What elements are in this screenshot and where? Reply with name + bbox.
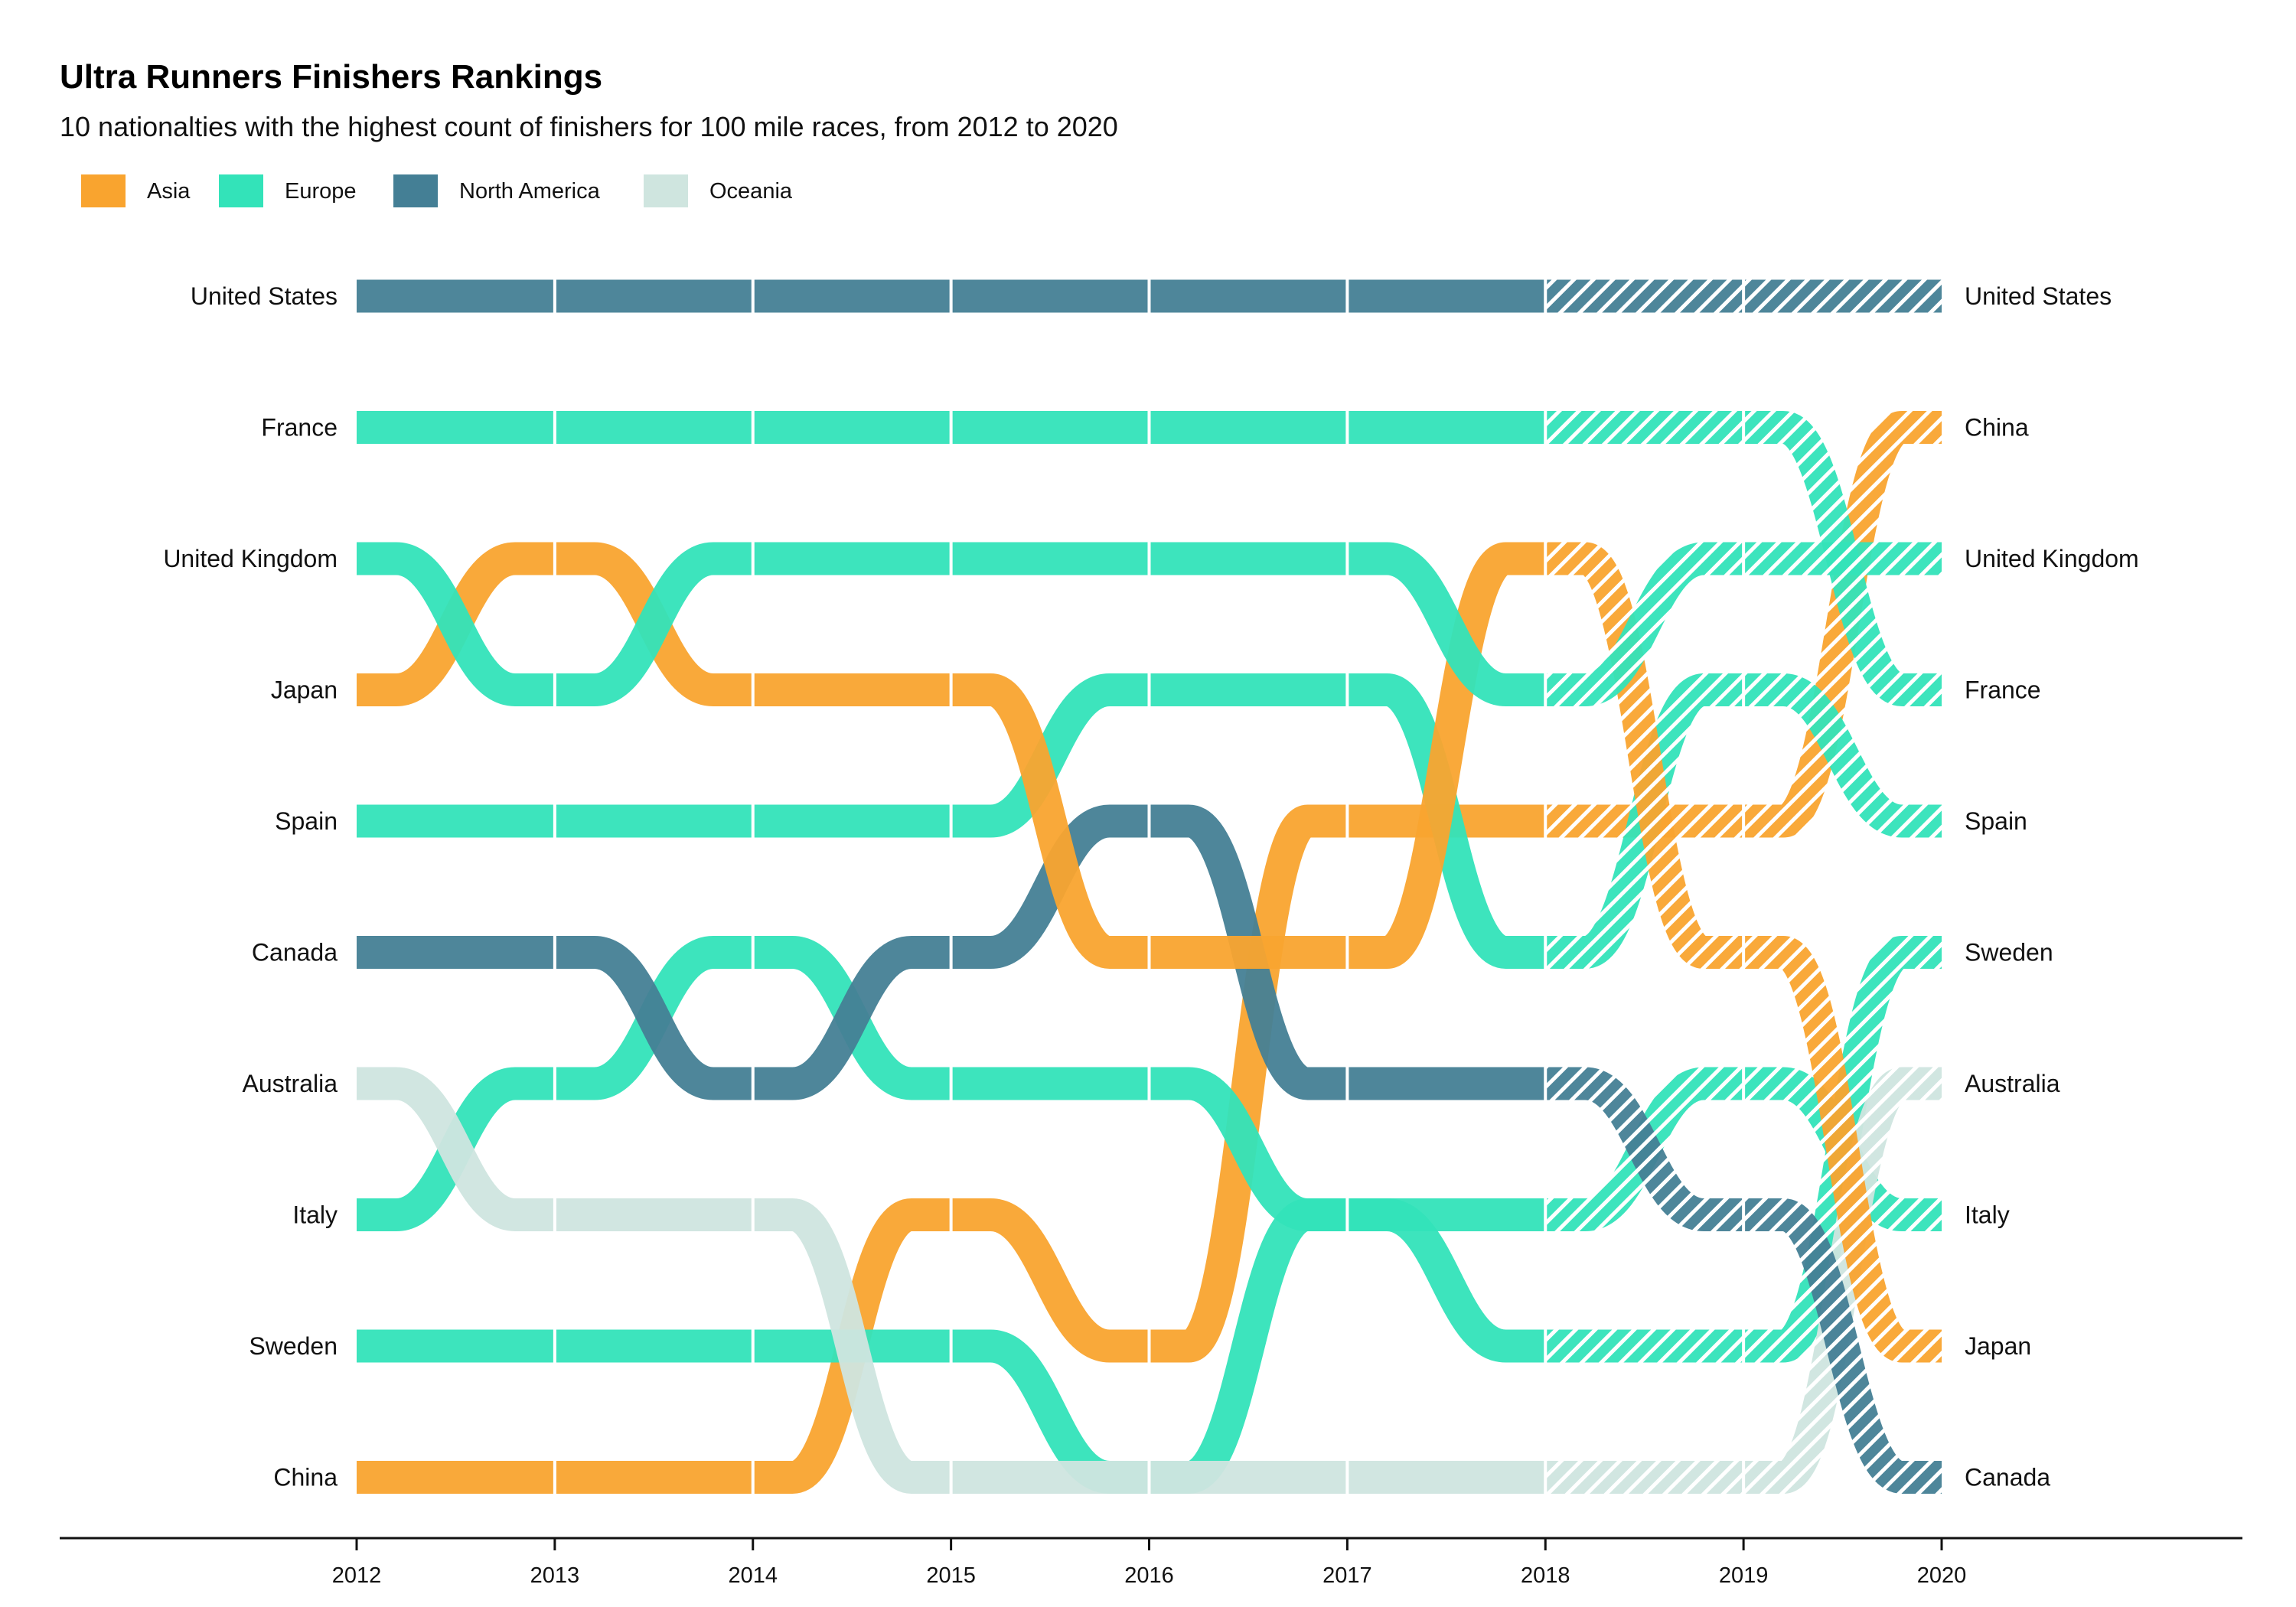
right-label-sweden: Sweden — [1965, 939, 2053, 966]
x-tick-label-2018: 2018 — [1521, 1563, 1570, 1588]
series-band-hatched-france — [1545, 411, 1942, 706]
left-label-sweden: Sweden — [249, 1332, 338, 1360]
legend-label: Europe — [285, 179, 357, 204]
x-tick-label-2012: 2012 — [332, 1563, 382, 1588]
left-label-japan: Japan — [271, 676, 338, 704]
legend: Asia Europe North America Oceania — [81, 174, 793, 207]
right-label-australia: Australia — [1965, 1070, 2060, 1097]
series-band-hatched-canada — [1545, 1067, 1942, 1494]
series-band-hatched-italy — [1545, 1067, 1942, 1231]
right-label-united-kingdom: United Kingdom — [1965, 545, 2139, 572]
right-label-china: China — [1965, 414, 2029, 442]
year-separators — [553, 268, 1746, 1523]
legend-item-oceania: Oceania — [644, 174, 793, 207]
left-label-united-states: United States — [191, 282, 338, 310]
right-label-united-states: United States — [1965, 282, 2112, 310]
x-tick-label-2016: 2016 — [1124, 1563, 1174, 1588]
chart-subtitle: 10 nationalties with the highest count o… — [60, 111, 1118, 142]
right-label-france: France — [1965, 676, 2041, 704]
series-layer — [357, 279, 1942, 1494]
x-tick-label-2014: 2014 — [728, 1563, 778, 1588]
series-band-hatched-united-kingdom — [1545, 542, 1942, 706]
series-band-hatched-japan — [1545, 542, 1942, 1363]
series-band-hatched-sweden — [1545, 936, 1942, 1363]
x-tick-label-2017: 2017 — [1322, 1563, 1372, 1588]
series-band-hatched-spain — [1545, 673, 1942, 969]
x-axis: 2012 2013 2014 2015 2016 2017 2018 2019 2020 — [60, 1537, 2242, 1588]
right-labels: United States China United Kingdom France Sp… — [1965, 282, 2139, 1491]
legend-item-asia: Asia — [81, 174, 191, 207]
legend-label: Oceania — [709, 179, 793, 204]
left-label-canada: Canada — [252, 939, 338, 966]
x-tick-label-2020: 2020 — [1917, 1563, 1967, 1588]
right-label-italy: Italy — [1965, 1201, 2010, 1229]
legend-swatch — [644, 174, 688, 207]
right-label-japan: Japan — [1965, 1332, 2031, 1360]
x-tick-label-2019: 2019 — [1719, 1563, 1769, 1588]
series-band-canada — [357, 804, 1546, 1100]
left-label-spain: Spain — [275, 807, 338, 835]
legend-item-europe: Europe — [219, 174, 357, 207]
legend-item-north-america: North America — [393, 174, 601, 207]
series-band-australia — [357, 1067, 1546, 1494]
chart-title: Ultra Runners Finishers Rankings — [60, 58, 602, 96]
legend-label: North America — [459, 179, 601, 204]
series-france — [357, 411, 1942, 706]
legend-swatch — [393, 174, 438, 207]
left-label-france: France — [261, 414, 338, 442]
series-spain — [357, 673, 1942, 969]
left-label-united-kingdom: United Kingdom — [163, 545, 338, 572]
legend-swatch — [81, 174, 126, 207]
series-band-france — [357, 411, 1546, 444]
legend-swatch — [219, 174, 263, 207]
right-label-canada: Canada — [1965, 1464, 2050, 1491]
series-japan — [357, 542, 1942, 1363]
left-labels: United States France United Kingdom Japan Sp… — [163, 282, 338, 1491]
left-label-australia: Australia — [243, 1070, 338, 1097]
legend-label: Asia — [147, 179, 191, 204]
x-tick-label-2015: 2015 — [926, 1563, 976, 1588]
x-tick-label-2013: 2013 — [530, 1563, 580, 1588]
series-canada — [357, 804, 1942, 1494]
series-band-spain — [357, 673, 1546, 969]
left-label-italy: Italy — [292, 1201, 338, 1229]
series-band-china — [357, 804, 1546, 1494]
series-band-japan — [357, 542, 1546, 969]
right-label-spain: Spain — [1965, 807, 2027, 835]
left-label-china: China — [273, 1464, 338, 1491]
